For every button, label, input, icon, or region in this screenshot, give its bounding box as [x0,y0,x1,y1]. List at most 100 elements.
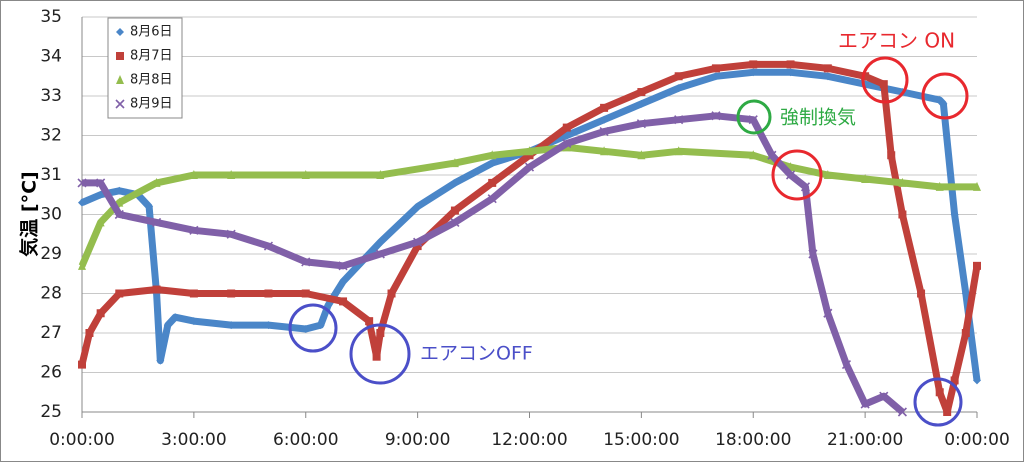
highlight-circle [349,323,411,385]
marker [116,28,124,36]
marker [711,64,720,73]
marker [525,146,534,156]
marker [413,202,422,211]
marker [78,198,86,207]
marker [189,225,199,235]
y-axis-label: 気温 [°C] [18,171,41,256]
marker [879,391,889,401]
marker [917,289,926,298]
x-tick-label: 6:00:00 [273,430,339,450]
marker [749,68,758,77]
annotation: エアコン ON [838,29,955,53]
marker [674,84,683,93]
y-tick-label: 33 [40,86,62,106]
marker [749,60,758,69]
marker [950,376,959,385]
marker [96,309,105,318]
marker [823,308,833,318]
marker [674,146,683,156]
marker [115,289,124,298]
marker [376,238,385,247]
y-tick-label: 31 [40,165,62,185]
marker [115,186,124,195]
marker [711,111,721,121]
highlight-circle [913,377,963,427]
y-tick-label: 32 [40,126,62,146]
marker [375,249,385,259]
x-tick-label: 12:00:00 [491,430,567,450]
y-tick-label: 35 [40,7,62,27]
marker [156,356,165,365]
marker [897,407,907,417]
marker [637,88,646,97]
legend-label: 8月9日 [130,97,173,112]
marker [145,202,154,211]
marker [316,321,325,330]
marker [189,289,198,298]
marker [365,317,374,326]
marker [879,80,888,89]
y-tick-label: 26 [40,363,62,383]
marker [935,388,944,397]
marker [115,99,125,109]
marker [487,194,497,204]
marker [339,297,348,306]
marker [488,150,497,160]
marker [841,360,852,370]
marker [823,64,832,73]
legend-label: 8月8日 [130,73,173,88]
highlight-circle [736,99,772,135]
marker [85,329,94,337]
y-tick-label: 29 [40,244,62,264]
marker [189,317,198,326]
marker [152,177,161,187]
marker [78,360,86,369]
highlight-circle [771,149,823,201]
marker [376,329,385,337]
marker [372,352,381,361]
x-tick-label: 3:00:00 [161,430,227,450]
marker [961,289,970,298]
marker [887,151,896,160]
marker [264,321,273,330]
legend-items: 8月6日 8月7日 8月8日 8月9日 [115,25,173,112]
marker [413,237,423,247]
marker [961,329,970,337]
marker [674,115,684,125]
marker [562,131,571,140]
marker [939,99,948,108]
marker [786,68,795,77]
marker [264,289,273,298]
marker [600,146,609,156]
marker [339,277,348,286]
marker [600,115,609,124]
marker [785,170,796,180]
marker [562,123,571,132]
x-tick-label: 15:00:00 [603,430,679,450]
marker [78,260,86,270]
marker [114,209,124,220]
marker [711,72,720,81]
y-tick-label: 28 [40,284,62,304]
highlight-circle [921,72,969,120]
marker [599,126,609,137]
marker [524,162,535,172]
marker [450,217,460,227]
marker [263,241,274,251]
marker [189,170,198,179]
marker [227,321,236,330]
marker [171,313,180,322]
marker [301,170,310,179]
series-line [78,143,977,268]
marker [152,285,161,294]
marker [413,242,422,251]
marker [808,249,818,259]
marker [488,178,497,187]
marker [77,178,87,188]
series-lines [77,60,981,417]
marker [749,150,758,160]
annotation: エアコンOFF [420,343,533,365]
marker [861,173,870,183]
marker [973,181,981,191]
